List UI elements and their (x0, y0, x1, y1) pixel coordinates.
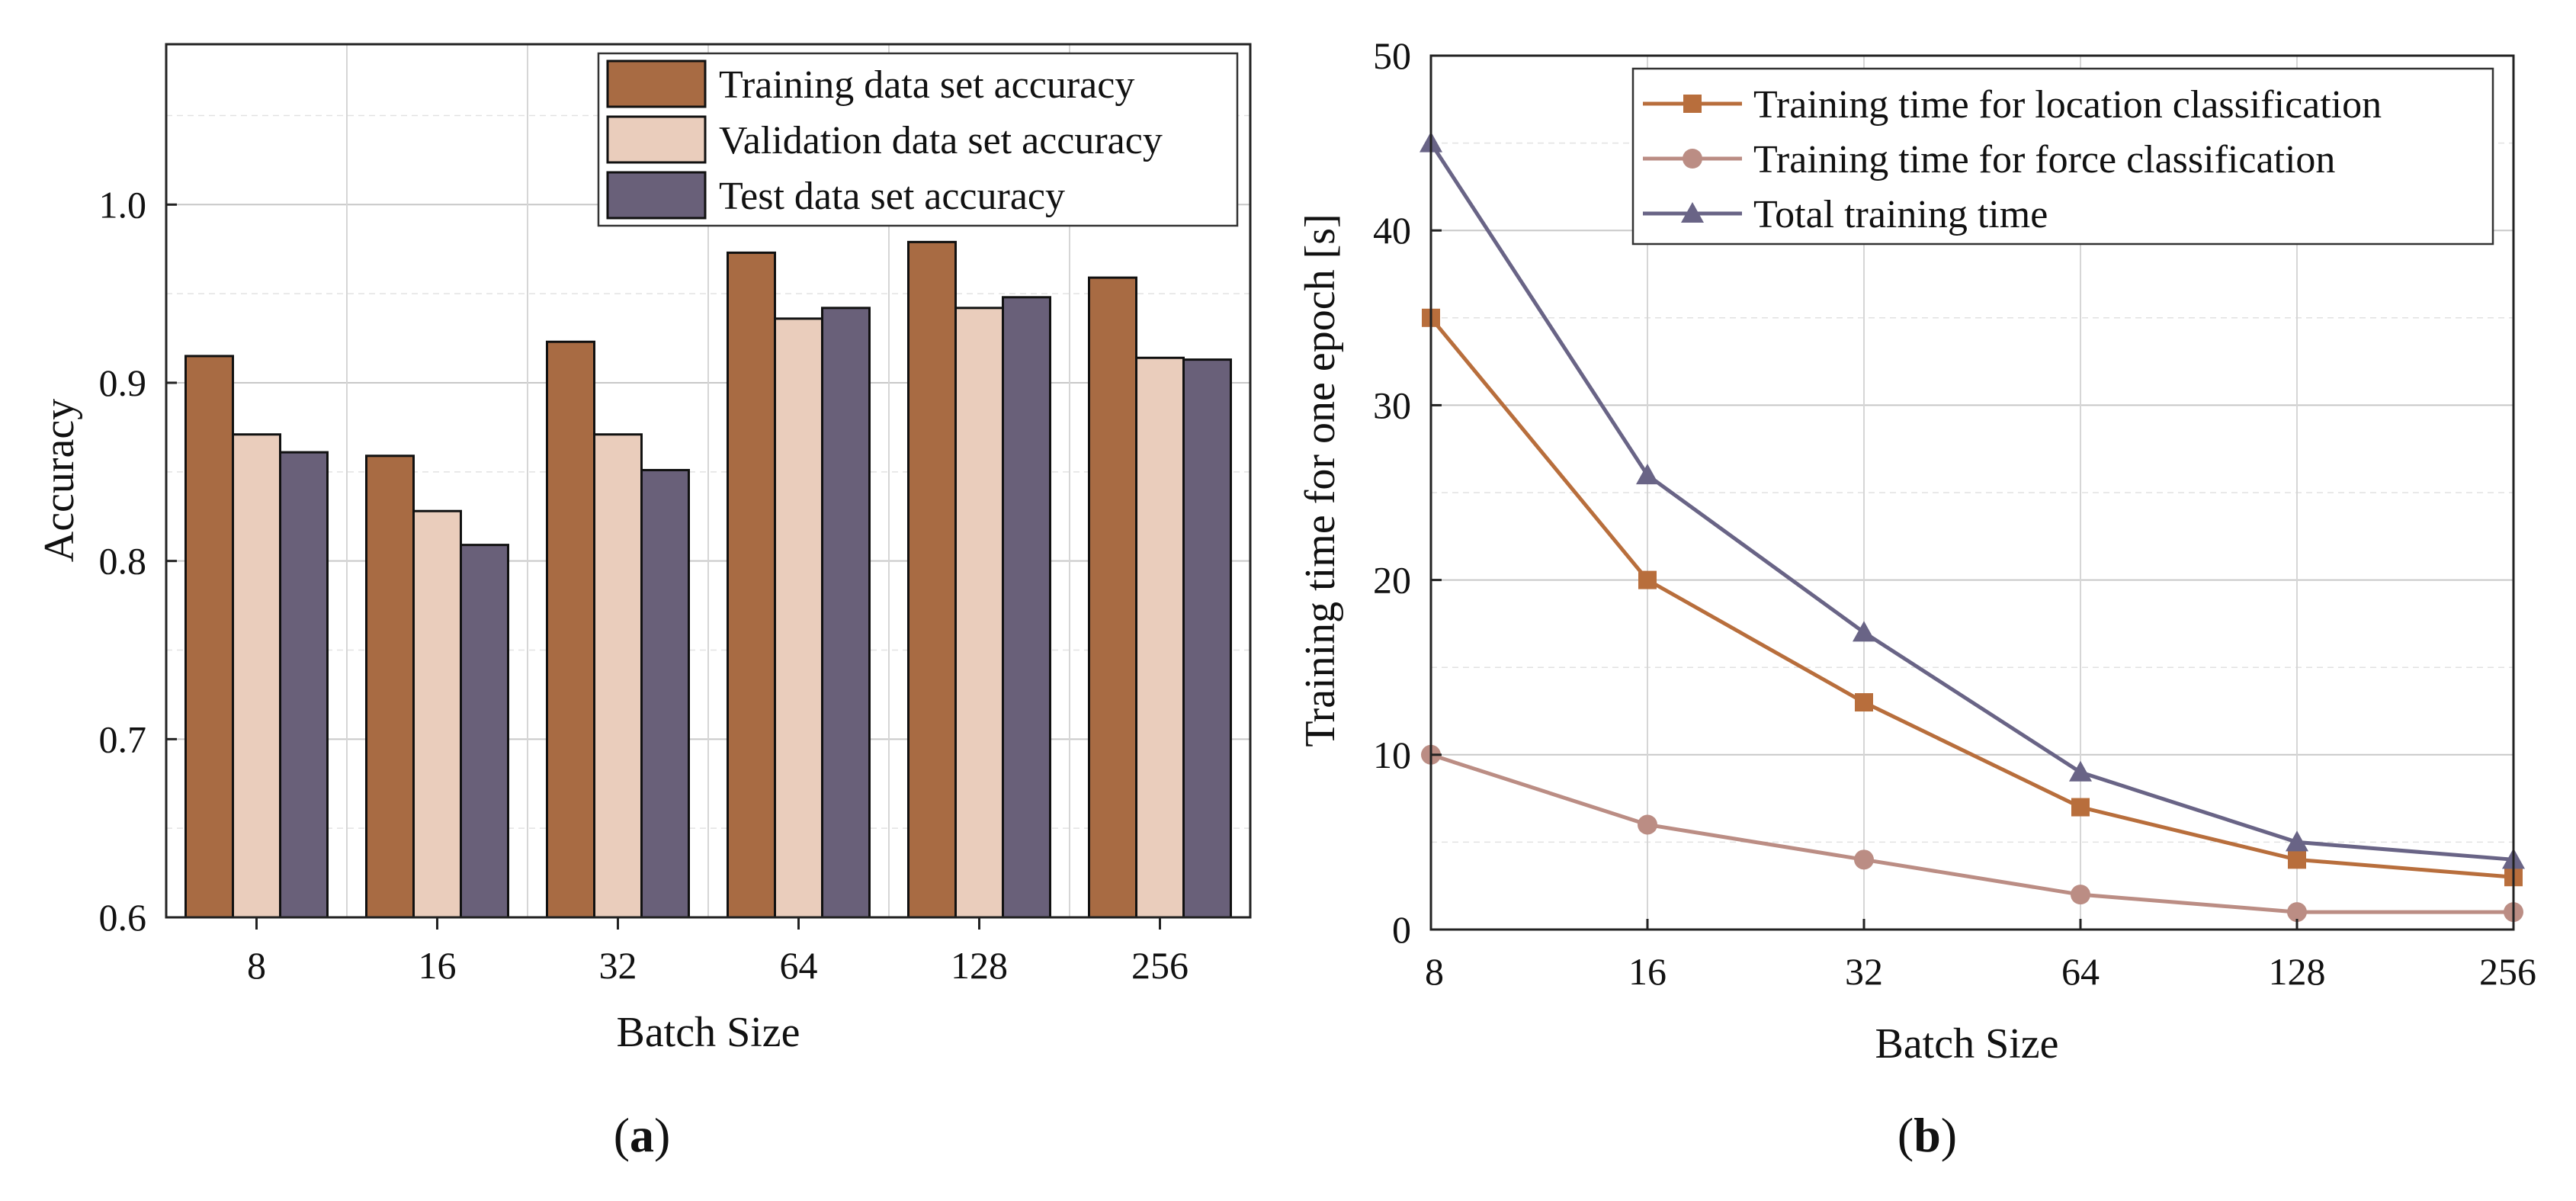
b-y-axis-title: Training time for one epoch [s] (1297, 214, 1344, 747)
b-xtick-label: 32 (1845, 950, 1883, 993)
a-plot-frame (165, 43, 1252, 919)
a-bar-test-data-set-accuracy-8 (279, 451, 329, 919)
a-panel-label-open: ( (614, 1108, 630, 1162)
b-point-training-time-for-location-classification-32 (1855, 693, 1873, 712)
a-ytick-label: 1.0 (99, 183, 147, 226)
b-point-total-training-time-64 (2069, 760, 2092, 782)
a-legend-label-test: Test data set accuracy (719, 175, 1065, 218)
a-ytick-label: 0.7 (99, 718, 147, 760)
b-xtick-label: 256 (2479, 950, 2536, 993)
a-legend-swatch-validation (606, 115, 707, 164)
b-legend-swatches (1643, 95, 1742, 223)
b-xtick-label: 16 (1628, 950, 1667, 993)
b-ytick-label: 20 (1373, 559, 1411, 602)
a-bar-validation-data-set-accuracy-64 (774, 317, 823, 919)
a-legend-label-training: Training data set accuracy (719, 63, 1134, 107)
a-bar-test-data-set-accuracy-16 (460, 544, 509, 919)
b-x-ticks: 8 16 32 64 128 256 (1425, 919, 2536, 993)
b-y-ticks: 0 10 20 30 40 50 (1373, 34, 1442, 951)
b-point-total-training-time-32 (1853, 621, 1875, 642)
a-xtick-label: 64 (780, 944, 818, 987)
b-legend: Training time for location classificatio… (1631, 67, 2494, 246)
b-legend-label-force: Training time for force classification (1753, 138, 2335, 181)
b-point-training-time-for-location-classification-64 (2071, 798, 2090, 817)
b-legend-marker-total-training-time (1681, 202, 1704, 223)
a-x-axis-title: Batch Size (616, 1009, 800, 1056)
a-legend: Training data set accuracy Validation da… (597, 52, 1239, 227)
a-x-ticks: 8 16 32 64 128 256 (247, 917, 1189, 987)
b-point-training-time-for-force-classification-16 (1638, 814, 1657, 835)
a-panel-label-close: ) (654, 1108, 670, 1162)
a-ytick-label: 0.9 (99, 361, 147, 404)
a-xtick-label: 16 (419, 944, 457, 987)
b-x-axis-title: Batch Size (1875, 1020, 2058, 1068)
b-point-training-time-for-force-classification-128 (2287, 902, 2307, 923)
b-line-training-time-for-force-classification (1430, 753, 2513, 914)
b-series-lines (1420, 131, 2525, 923)
a-bar-test-data-set-accuracy-64 (821, 307, 871, 919)
b-point-total-training-time-16 (1636, 464, 1659, 485)
a-xtick-label: 128 (951, 944, 1008, 987)
a-bar-training-data-set-accuracy-32 (546, 340, 595, 919)
a-bar-validation-data-set-accuracy-128 (954, 307, 1004, 919)
a-y-ticks: 0.6 0.7 0.8 0.9 1.0 (99, 183, 177, 939)
b-ytick-label: 10 (1373, 734, 1411, 776)
b-ytick-label: 30 (1373, 384, 1411, 426)
a-legend-label-validation: Validation data set accuracy (719, 119, 1163, 162)
b-point-training-time-for-force-classification-32 (1854, 849, 1874, 870)
b-panel-label-open: ( (1898, 1108, 1914, 1162)
b-legend-marker-training-time-for-force-classification (1683, 149, 1702, 169)
panel-b-line-chart: 0 10 20 30 40 50 8 16 32 64 128 256 Batch Size Tra… (1297, 34, 2536, 1162)
a-panel-label: (a) (614, 1108, 671, 1162)
a-bar-training-data-set-accuracy-8 (184, 355, 234, 919)
a-bar-test-data-set-accuracy-32 (640, 468, 690, 919)
b-point-training-time-for-location-classification-16 (1638, 570, 1657, 589)
b-plot-frame (1429, 54, 2515, 931)
a-bar-test-data-set-accuracy-256 (1182, 358, 1232, 919)
a-bar-validation-data-set-accuracy-256 (1135, 356, 1185, 919)
a-bar-test-data-set-accuracy-128 (1002, 296, 1051, 919)
b-point-total-training-time-128 (2286, 830, 2308, 852)
a-bar-training-data-set-accuracy-16 (365, 454, 415, 919)
b-legend-marker-training-time-for-location-classification (1683, 95, 1702, 113)
a-legend-swatch-training (606, 59, 707, 108)
b-legend-label-location: Training time for location classificatio… (1753, 83, 2382, 127)
b-legend-box (1631, 67, 2494, 246)
a-y-axis-title: Accuracy (36, 399, 83, 563)
b-xtick-label: 8 (1425, 950, 1444, 993)
b-ytick-label: 50 (1373, 34, 1411, 77)
a-ytick-label: 0.8 (99, 540, 147, 583)
a-bar-validation-data-set-accuracy-32 (593, 433, 643, 919)
b-point-training-time-for-force-classification-64 (2071, 885, 2090, 905)
a-xtick-label: 256 (1131, 944, 1189, 987)
b-line-total-training-time (1429, 142, 2514, 862)
b-ytick-label: 40 (1373, 209, 1411, 252)
a-panel-label-letter: a (630, 1108, 654, 1162)
a-bar-validation-data-set-accuracy-8 (232, 433, 281, 919)
b-line-training-time-for-location-classification (1429, 316, 2514, 879)
a-bar-training-data-set-accuracy-64 (727, 251, 776, 919)
b-point-training-time-for-location-classification-128 (2288, 850, 2306, 869)
a-legend-swatch-test (606, 171, 707, 220)
a-bars (184, 240, 1232, 919)
b-legend-label-total: Total training time (1753, 193, 2048, 236)
a-bar-training-data-set-accuracy-128 (907, 240, 957, 919)
b-xtick-label: 128 (2269, 950, 2326, 993)
a-xtick-label: 32 (599, 944, 637, 987)
b-panel-label-close: ) (1941, 1108, 1957, 1162)
b-panel-label-letter: b (1914, 1108, 1941, 1162)
a-bar-training-data-set-accuracy-256 (1088, 276, 1137, 919)
b-panel-label: (b) (1898, 1108, 1957, 1162)
panel-a-bar-chart: 0.6 0.7 0.8 0.9 1.0 8 16 32 64 128 256 Batch Size… (36, 43, 1252, 1162)
a-xtick-label: 8 (247, 944, 266, 987)
a-ytick-label: 0.6 (99, 896, 147, 939)
b-xtick-label: 64 (2061, 950, 2100, 993)
b-ytick-label: 0 (1392, 908, 1411, 951)
a-bar-validation-data-set-accuracy-16 (412, 509, 462, 919)
